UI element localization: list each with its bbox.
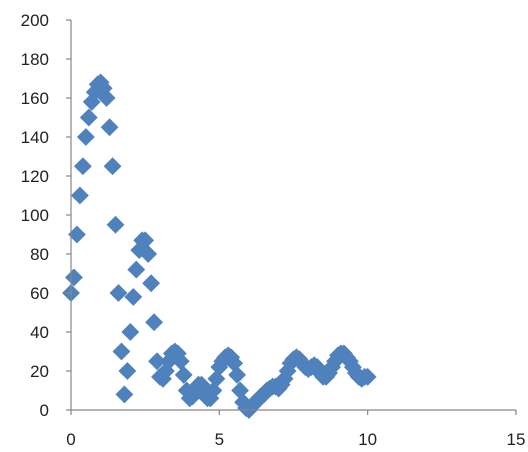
y-tick-labels: 0 20 40 60 80 100 120 140 160 180 200	[21, 11, 49, 420]
data-markers	[62, 73, 377, 419]
x-tick-label: 5	[215, 430, 224, 449]
x-tick-labels: 0 5 10 15	[66, 430, 525, 449]
data-point	[100, 118, 119, 137]
x-tick-label: 10	[358, 430, 377, 449]
data-point	[174, 365, 193, 384]
y-tick-label: 200	[21, 11, 49, 30]
y-tick-label: 20	[30, 362, 49, 381]
data-point	[109, 284, 128, 302]
data-point	[124, 287, 143, 306]
data-point	[76, 128, 95, 146]
y-tick-label: 0	[40, 401, 49, 420]
data-point	[106, 215, 125, 234]
data-point	[79, 108, 98, 127]
x-tick-label: 0	[66, 430, 75, 449]
y-tick-label: 140	[21, 128, 49, 147]
data-point	[358, 367, 377, 386]
data-point	[115, 385, 134, 404]
data-point	[118, 362, 137, 380]
axes	[66, 19, 517, 415]
data-point	[139, 245, 158, 263]
y-tick-label: 60	[30, 284, 49, 303]
y-tick-label: 120	[21, 167, 49, 186]
y-tick-label: 40	[30, 323, 49, 342]
data-point	[112, 342, 131, 361]
data-point	[103, 157, 122, 176]
y-tick-label: 180	[21, 50, 49, 69]
y-tick-label: 80	[30, 245, 49, 264]
data-point	[148, 352, 166, 371]
data-point	[65, 268, 83, 287]
y-tick-label: 160	[21, 89, 49, 108]
data-point	[228, 365, 247, 384]
data-point	[70, 186, 89, 205]
data-point	[121, 323, 140, 341]
data-point	[73, 157, 92, 176]
y-tick-label: 100	[21, 206, 49, 225]
data-point	[97, 89, 116, 107]
x-tick-label: 15	[507, 430, 526, 449]
data-point	[145, 313, 163, 332]
data-point	[127, 260, 146, 279]
data-point	[142, 274, 161, 293]
